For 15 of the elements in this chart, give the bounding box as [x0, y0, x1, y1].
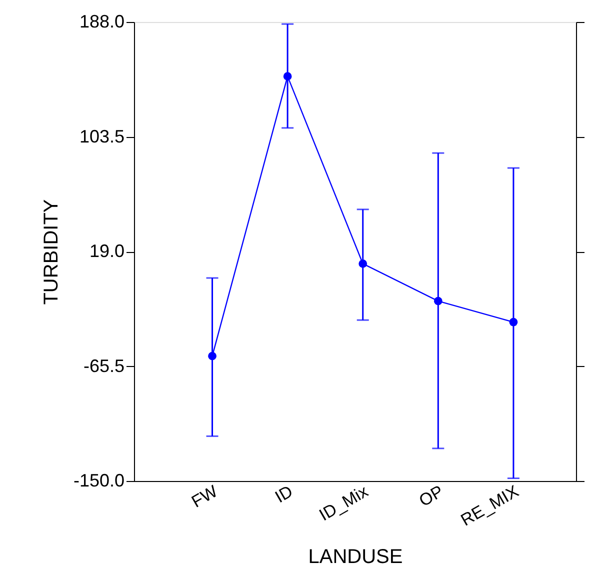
x-tick-label: ID: [272, 482, 296, 507]
x-axis-title: LANDUSE: [308, 546, 403, 568]
y-tick-label: 103.5: [79, 126, 124, 146]
point: [434, 296, 442, 306]
y-axis-title: TURBIDITY: [40, 199, 62, 305]
y-tick-label: -150.0: [73, 470, 124, 490]
y-tick-label: 188.0: [79, 12, 124, 32]
y-tick-label: 19.0: [89, 241, 124, 261]
point: [208, 352, 216, 360]
y-tick-label: -65.5: [83, 356, 124, 376]
x-tick-label: OP: [416, 482, 447, 511]
point: [358, 260, 368, 268]
point: [283, 72, 292, 80]
x-tick-label: FW: [188, 482, 221, 512]
point: [509, 318, 518, 326]
